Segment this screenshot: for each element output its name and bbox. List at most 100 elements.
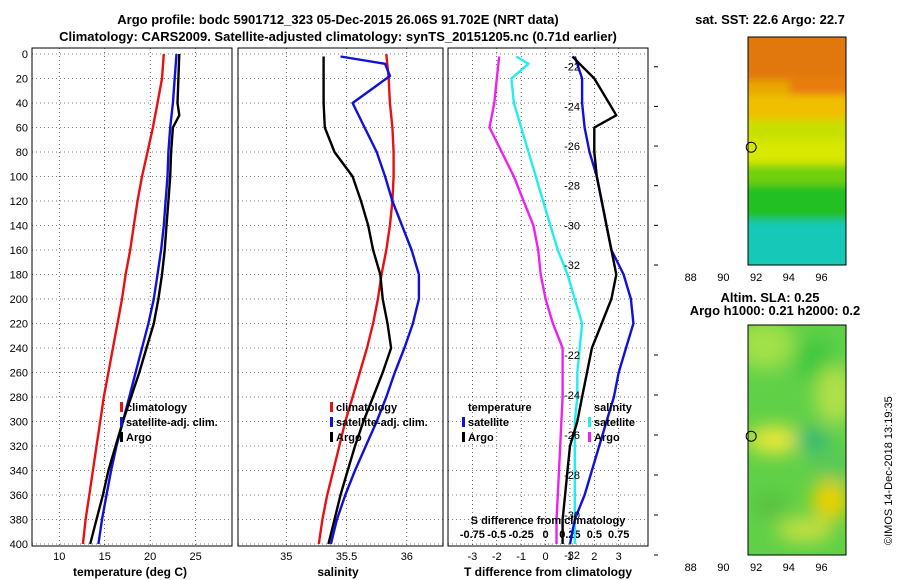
map-x-tick-label: 88 (685, 562, 697, 574)
salinity-panel-frame (237, 47, 444, 547)
depth-tick-label: 80 (16, 147, 28, 159)
depth-tick-label: 200 (10, 294, 28, 306)
x-tick-label: 25 (190, 551, 202, 563)
legend-label: Argo (336, 432, 362, 444)
panel-gridlines (32, 48, 648, 546)
x-tick-label: 20 (144, 551, 156, 563)
salinity-x-label: salinity (317, 565, 359, 579)
map-y-tick-label: -24 (564, 101, 580, 113)
depth-tick-label: 40 (16, 98, 28, 110)
depth-tick-label: 300 (10, 417, 28, 429)
depth-tick-label: 320 (10, 441, 28, 453)
legend-swatch-satellite (462, 417, 465, 427)
map-y-tick-label: -32 (564, 260, 580, 272)
s-diff-tick-label: 0.75 (608, 529, 629, 541)
depth-tick-label: 160 (10, 245, 28, 257)
legend-label: Argo (468, 432, 494, 444)
legend-swatch-argo (120, 432, 123, 442)
sst-map-ticks: 88 90 92 94 96 -22 -24 -26 -28 -30 -32 (564, 62, 828, 284)
legend-label: satellite (468, 417, 509, 429)
legend-label: climatology (336, 402, 398, 414)
map-x-tick-label: 94 (783, 272, 795, 284)
s-diff-tick-label: -0.25 (509, 529, 534, 541)
series-line-temperature-satellite (488, 56, 564, 544)
legend-heading-salinity: salinity (594, 402, 633, 414)
map-x-tick-label: 88 (685, 272, 697, 284)
figure-title-line1: Argo profile: bodc 5901712_323 05-Dec-20… (117, 12, 559, 27)
depth-tick-label: 100 (10, 172, 28, 184)
x-tick-label: 10 (53, 551, 65, 563)
difference-panel-frame (447, 47, 649, 547)
map-y-tick-label: -32 (564, 550, 580, 562)
sla-map-title: Altim. SLA: 0.25 (721, 290, 820, 305)
depth-tick-label: 220 (10, 319, 28, 331)
sst-argo-location-marker (745, 141, 757, 153)
s-diff-tick-label: 0 (542, 529, 548, 541)
depth-tick-label: 340 (10, 466, 28, 478)
depth-tick-label: 60 (16, 123, 28, 135)
x-tick-label: -2 (492, 551, 502, 563)
x-tick-label: 36 (401, 551, 413, 563)
map-y-tick-label: -28 (564, 470, 580, 482)
depth-tick-label: 260 (10, 368, 28, 380)
series-line-temperature-argo (568, 56, 635, 545)
map-x-tick-label: 96 (815, 272, 827, 284)
x-tick-label: 1 (567, 551, 573, 563)
legend-swatch-argo (330, 432, 333, 442)
series-line-climatology (317, 53, 395, 545)
depth-tick-label: 180 (10, 270, 28, 282)
x-tick-label: -1 (516, 551, 526, 563)
depth-tick-label: 380 (10, 515, 28, 527)
legend-label: Argo (126, 432, 152, 444)
series-line-argo (322, 56, 393, 545)
depth-tick-label: 0 (22, 49, 28, 61)
x-tick-label: -3 (467, 551, 477, 563)
profile-series (81, 53, 635, 545)
legend-swatch-argo (462, 432, 465, 442)
depth-tick-label: 20 (16, 74, 28, 86)
series-line-climatology (81, 53, 165, 545)
map-y-tick-label: -28 (564, 181, 580, 193)
sla-map-ticks: 88 90 92 94 96 -22 -24 -26 -28 -30 -32 (564, 350, 828, 574)
panel-tick-labels: 0204060801001201401601802002202402602803… (10, 49, 630, 563)
x-tick-label: 15 (99, 551, 111, 563)
legend-label: Argo (594, 432, 620, 444)
sst-map-title: sat. SST: 22.6 Argo: 22.7 (695, 12, 845, 27)
series-line-satellite-adj-clim- (329, 55, 421, 545)
depth-tick-label: 360 (10, 490, 28, 502)
legend-swatch-climatology (330, 402, 333, 412)
x-tick-label: 35.5 (336, 551, 357, 563)
map-x-tick-label: 90 (717, 562, 729, 574)
series-line-satellite-adj-clim- (97, 53, 178, 545)
map-y-tick-label: -26 (564, 141, 580, 153)
map-x-tick-label: 96 (815, 562, 827, 574)
series-line-salinity-argo (561, 55, 618, 544)
legend-swatch-satellite (120, 417, 123, 427)
map-x-tick-label: 92 (750, 562, 762, 574)
s-diff-tick-label: -0.5 (487, 529, 506, 541)
sla-argo-location-marker (745, 430, 757, 442)
salinity-difference-x-label: S difference from climatology (471, 515, 627, 527)
x-tick-label: 3 (616, 551, 622, 563)
legend-heading-temperature: temperature (468, 402, 532, 414)
temperature-panel-frame (31, 47, 233, 547)
depth-tick-label: 280 (10, 392, 28, 404)
map-y-tick-label: -22 (564, 62, 580, 74)
legend-label: satellite-adj. clim. (336, 417, 428, 429)
depth-tick-label: 400 (10, 539, 28, 551)
legend-label: climatology (126, 402, 188, 414)
temperature-legend: climatology satellite-adj. clim. Argo (120, 402, 218, 444)
s-diff-tick-label: -0.75 (460, 529, 485, 541)
salinity-legend: climatology satellite-adj. clim. Argo (330, 402, 428, 444)
difference-x-label: T difference from climatology (464, 565, 632, 579)
legend-swatch-argo (588, 432, 591, 442)
s-diff-tick-label: 0.5 (587, 529, 602, 541)
sla-map-image (748, 325, 846, 555)
map-y-tick-label: -26 (564, 430, 580, 442)
sst-map-image (748, 37, 846, 265)
map-x-tick-label: 94 (783, 562, 795, 574)
temperature-x-label: temperature (deg C) (73, 565, 187, 579)
x-tick-label: 2 (591, 551, 597, 563)
map-y-tick-label: -30 (564, 220, 580, 232)
legend-swatch-satellite (330, 417, 333, 427)
